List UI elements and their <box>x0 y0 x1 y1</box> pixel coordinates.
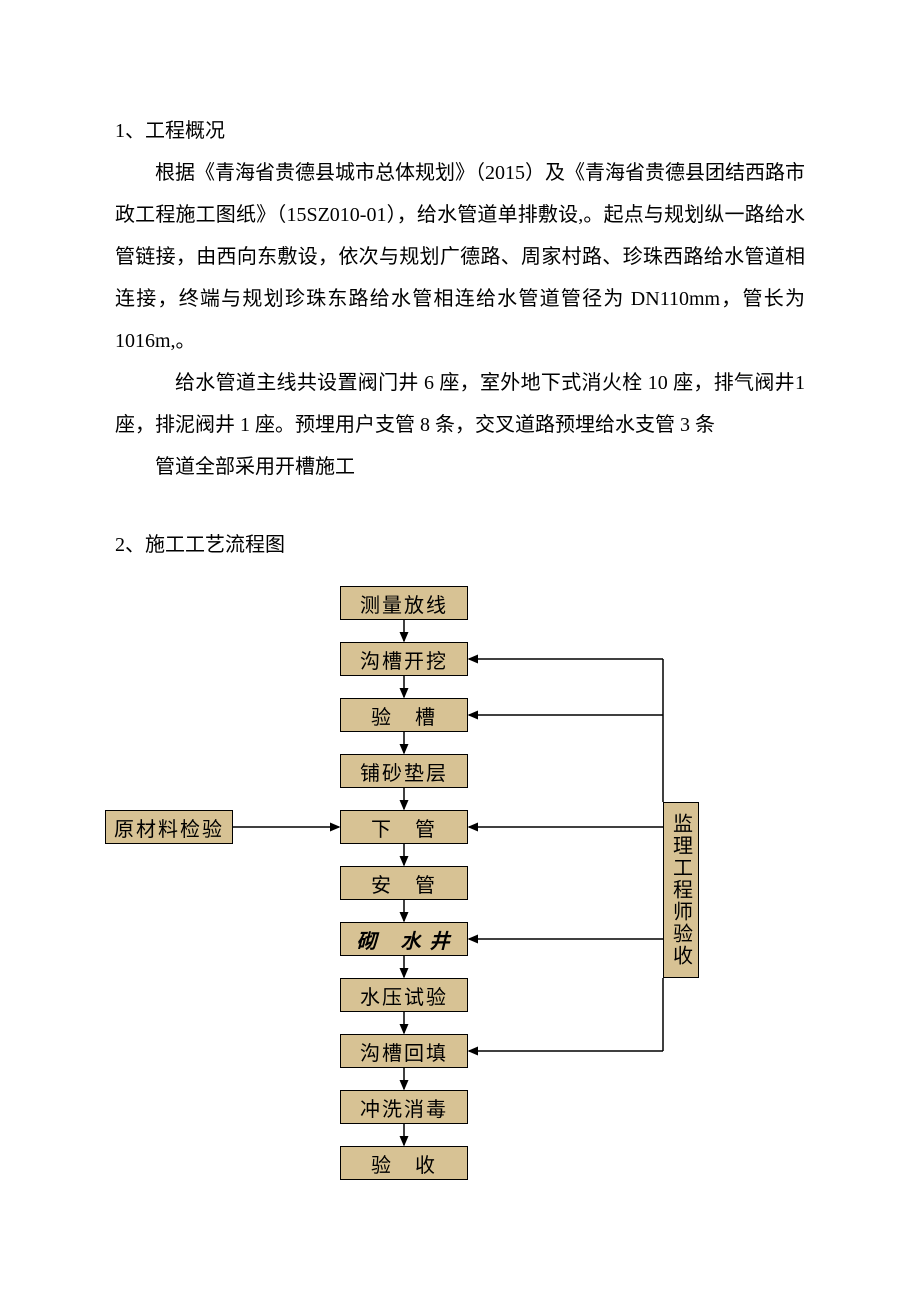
flow-node-n7: 水压试验 <box>340 978 468 1012</box>
flow-node-n0: 测量放线 <box>340 586 468 620</box>
flowchart: 测量放线沟槽开挖验 槽铺砂垫层下 管安 管砌 水 井水压试验沟槽回填冲洗消毒验 … <box>105 584 795 1244</box>
paragraph-1: 根据《青海省贵德县城市总体规划》（2015）及《青海省贵德县团结西路市政工程施工… <box>115 152 805 362</box>
section-header-2: 2、施工工艺流程图 <box>115 524 805 566</box>
flow-node-n8: 沟槽回填 <box>340 1034 468 1068</box>
flow-node-n1: 沟槽开挖 <box>340 642 468 676</box>
flow-node-n3: 铺砂垫层 <box>340 754 468 788</box>
paragraph-2: 给水管道主线共设置阀门井 6 座，室外地下式消火栓 10 座，排气阀井1 座，排… <box>115 362 805 446</box>
flow-node-n6: 砌 水 井 <box>340 922 468 956</box>
flow-node-left: 原材料检验 <box>105 810 233 844</box>
paragraph-3: 管道全部采用开槽施工 <box>115 446 805 488</box>
flow-node-n10: 验 收 <box>340 1146 468 1180</box>
flow-node-n2: 验 槽 <box>340 698 468 732</box>
flow-node-n4: 下 管 <box>340 810 468 844</box>
section-header-1: 1、工程概况 <box>115 110 805 152</box>
flow-node-right: 监理工程师验收 <box>663 802 699 978</box>
flow-node-n9: 冲洗消毒 <box>340 1090 468 1124</box>
flow-node-n5: 安 管 <box>340 866 468 900</box>
